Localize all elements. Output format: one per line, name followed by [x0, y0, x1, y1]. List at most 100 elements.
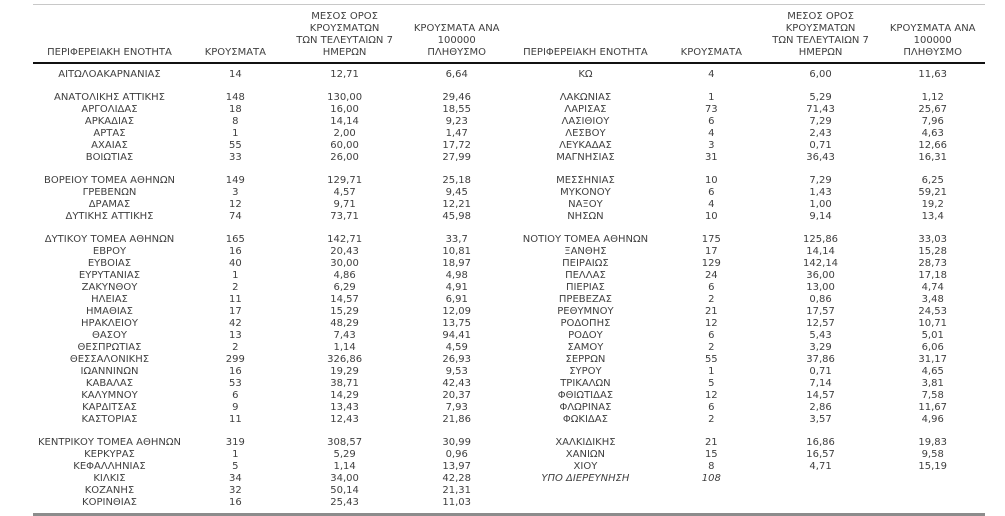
region-cell: ΛΑΡΙΣΑΣ: [564, 104, 607, 115]
table-row: ΑΝΑΤΟΛΙΚΗΣ ΑΤΤΙΚΗΣ 148 130,00 29,46 ΛΑΚΩΝΙΑΣ…: [33, 92, 985, 104]
cases-cell: 4: [708, 69, 715, 80]
per100k-cell: 9,58: [921, 449, 944, 460]
region-cell: ΕΥΡΥΤΑΝΙΑΣ: [78, 270, 141, 281]
region-cell: ΕΥΒΟΙΑΣ: [87, 258, 132, 269]
per100k-cell: 33,7: [445, 234, 468, 245]
cases-cell: 1: [708, 366, 715, 377]
table-row: ΚΑΣΤΟΡΙΑΣ 11 12,43 21,86 ΦΩΚΙΔΑΣ 2 3,57 4,96: [33, 414, 985, 426]
avg7-cell: 4,86: [333, 270, 356, 281]
table-row: ΕΒΡΟΥ 16 20,43 10,81 ΞΑΝΘΗΣ 17 14,14 15,28: [33, 246, 985, 258]
region-cell: ΙΩΑΝΝΙΝΩΝ: [80, 366, 139, 377]
per100k-cell: 31,17: [918, 354, 948, 365]
covid-regional-cases-table: ΠΕΡΙΦΕΡΕΙΑΚΗ ΕΝΟΤΗΤΑ ΚΡΟΥΣΜΑΤΑ ΜΕΣΟΣ ΟΡΟ…: [33, 4, 985, 516]
table-row: ΑΡΓΟΛΙΔΑΣ 18 16,00 18,55 ΛΑΡΙΣΑΣ 73 71,43 25,67: [33, 104, 985, 116]
table-body: ΑΙΤΩΛΟΑΚΑΡΝΑΝΙΑΣ 14 12,71 6,64 ΚΩ 4 6,00 11,63 Α…: [33, 63, 985, 509]
cases-cell: 175: [701, 234, 721, 245]
cases-cell: 5: [232, 461, 239, 472]
per100k-cell: 12,09: [442, 306, 472, 317]
cases-cell: 10: [704, 175, 718, 186]
region-cell: ΛΕΣΒΟΥ: [565, 128, 606, 139]
table-row: ΚΕΝΤΡΙΚΟΥ ΤΟΜΕΑ ΑΘΗΝΩΝ 319 308,57 30,99 ΧΑΛΚ…: [33, 437, 985, 449]
region-cell: ΔΥΤΙΚΟΥ ΤΟΜΕΑ ΑΘΗΝΩΝ: [44, 234, 175, 245]
per100k-cell: 7,96: [921, 116, 944, 127]
cases-cell: 6: [708, 330, 715, 341]
table-row: ΘΑΣΟΥ 13 7,43 94,41 ΡΟΔΟΥ 6 5,43 5,01: [33, 330, 985, 342]
cases-cell: 15: [704, 449, 718, 460]
cases-cell: 21: [704, 306, 718, 317]
avg7-cell: 1,14: [333, 461, 356, 472]
avg7-cell: 50,14: [330, 485, 359, 496]
per100k-cell: 6,64: [445, 69, 468, 80]
cases-cell: 21: [704, 437, 718, 448]
cases-cell: 11: [228, 414, 242, 425]
table-row: ΑΙΤΩΛΟΑΚΑΡΝΑΝΙΑΣ 14 12,71 6,64 ΚΩ 4 6,00 11,63: [33, 63, 985, 81]
avg7-cell: 12,71: [330, 69, 359, 80]
region-cell: ΤΡΙΚΑΛΩΝ: [560, 378, 611, 389]
avg7-cell: 71,43: [806, 104, 835, 115]
avg7-cell: 48,29: [330, 318, 359, 329]
per100k-cell: 15,28: [918, 246, 948, 257]
table-row: ΕΥΡΥΤΑΝΙΑΣ 1 4,86 4,98 ΠΕΛΛΑΣ 24 36,00 17,18: [33, 270, 985, 282]
avg7-cell: 0,71: [809, 366, 832, 377]
cases-cell: [662, 497, 761, 509]
avg7-cell: 37,86: [806, 354, 835, 365]
region-cell: ΜΕΣΣΗΝΙΑΣ: [556, 175, 615, 186]
per100k-cell: 29,46: [442, 92, 472, 103]
avg7-cell: 142,71: [327, 234, 363, 245]
region-cell: ΚΑΡΔΙΤΣΑΣ: [82, 402, 137, 413]
avg7-cell: 142,14: [803, 258, 839, 269]
per100k-cell: 13,75: [442, 318, 472, 329]
region-cell: ΖΑΚΥΝΘΟΥ: [81, 282, 138, 293]
avg7-cell: 60,00: [330, 140, 359, 151]
table-row: ΕΥΒΟΙΑΣ 40 30,00 18,97 ΠΕΙΡΑΙΩΣ 129 142,14 28,7…: [33, 258, 985, 270]
avg7-cell: [761, 473, 881, 485]
cases-cell: 6: [708, 282, 715, 293]
avg7-cell: 9,14: [809, 211, 832, 222]
region-cell: ΛΕΥΚΑΔΑΣ: [559, 140, 612, 151]
region-cell: ΜΥΚΟΝΟΥ: [560, 187, 611, 198]
per100k-cell: 13,97: [442, 461, 472, 472]
avg7-cell: 34,00: [330, 473, 359, 484]
region-cell: ΝΑΞΟΥ: [568, 199, 603, 210]
region-cell: ΜΑΓΝΗΣΙΑΣ: [556, 152, 615, 163]
cases-cell: [662, 485, 761, 497]
per100k-cell: 16,31: [918, 152, 948, 163]
per100k-cell: 45,98: [442, 211, 472, 222]
cases-cell: 55: [704, 354, 718, 365]
avg7-cell: 14,57: [330, 294, 359, 305]
per100k-cell: 10,81: [442, 246, 472, 257]
region-cell: ΠΕΙΡΑΙΩΣ: [562, 258, 609, 269]
per100k-cell: 4,59: [445, 342, 468, 353]
region-cell: ΛΑΣΙΘΙΟΥ: [561, 116, 610, 127]
avg7-cell: 17,57: [806, 306, 835, 317]
cases-cell: 31: [704, 152, 718, 163]
avg7-cell: 14,14: [806, 246, 835, 257]
per100k-cell: 42,28: [442, 473, 472, 484]
region-cell: ΚΟΖΑΝΗΣ: [84, 485, 135, 496]
avg7-cell: 326,86: [327, 354, 363, 365]
per100k-cell: 19,2: [921, 199, 944, 210]
cases-cell: 1: [232, 449, 239, 460]
cases-cell: 299: [225, 354, 245, 365]
spacer-cell: [33, 426, 985, 437]
cases-cell: 6: [708, 116, 715, 127]
avg7-cell: 9,71: [333, 199, 356, 210]
avg7-cell: 4,57: [333, 187, 356, 198]
table-row: ΒΟΡΕΙΟΥ ΤΟΜΕΑ ΑΘΗΝΩΝ 149 129,71 25,18 ΜΕΣΣΗΝ…: [33, 175, 985, 187]
region-cell: ΣΥΡΟΥ: [569, 366, 602, 377]
region-cell: ΚΕΝΤΡΙΚΟΥ ΤΟΜΕΑ ΑΘΗΝΩΝ: [38, 437, 181, 448]
header-cases-right: ΚΡΟΥΣΜΑΤΑ: [661, 11, 761, 64]
region-cell: ΦΘΙΩΤΙΔΑΣ: [557, 390, 614, 401]
region-cell: ΚΩ: [578, 69, 593, 80]
per100k-cell: 11,03: [442, 497, 472, 508]
group-spacer-row: [33, 223, 985, 234]
table-row: ΚΑΛΥΜΝΟΥ 6 14,29 20,37 ΦΘΙΩΤΙΔΑΣ 12 14,57 7,58: [33, 390, 985, 402]
avg7-cell: 13,43: [330, 402, 359, 413]
cases-cell: 17: [228, 306, 242, 317]
region-cell: ΔΥΤΙΚΗΣ ΑΤΤΙΚΗΣ: [65, 211, 154, 222]
region-cell: ΑΝΑΤΟΛΙΚΗΣ ΑΤΤΙΚΗΣ: [54, 92, 165, 103]
avg7-cell: 7,43: [333, 330, 356, 341]
cases-cell: 8: [232, 116, 239, 127]
region-cell: ΧΑΝΙΩΝ: [565, 449, 606, 460]
cases-cell: 16: [228, 497, 242, 508]
